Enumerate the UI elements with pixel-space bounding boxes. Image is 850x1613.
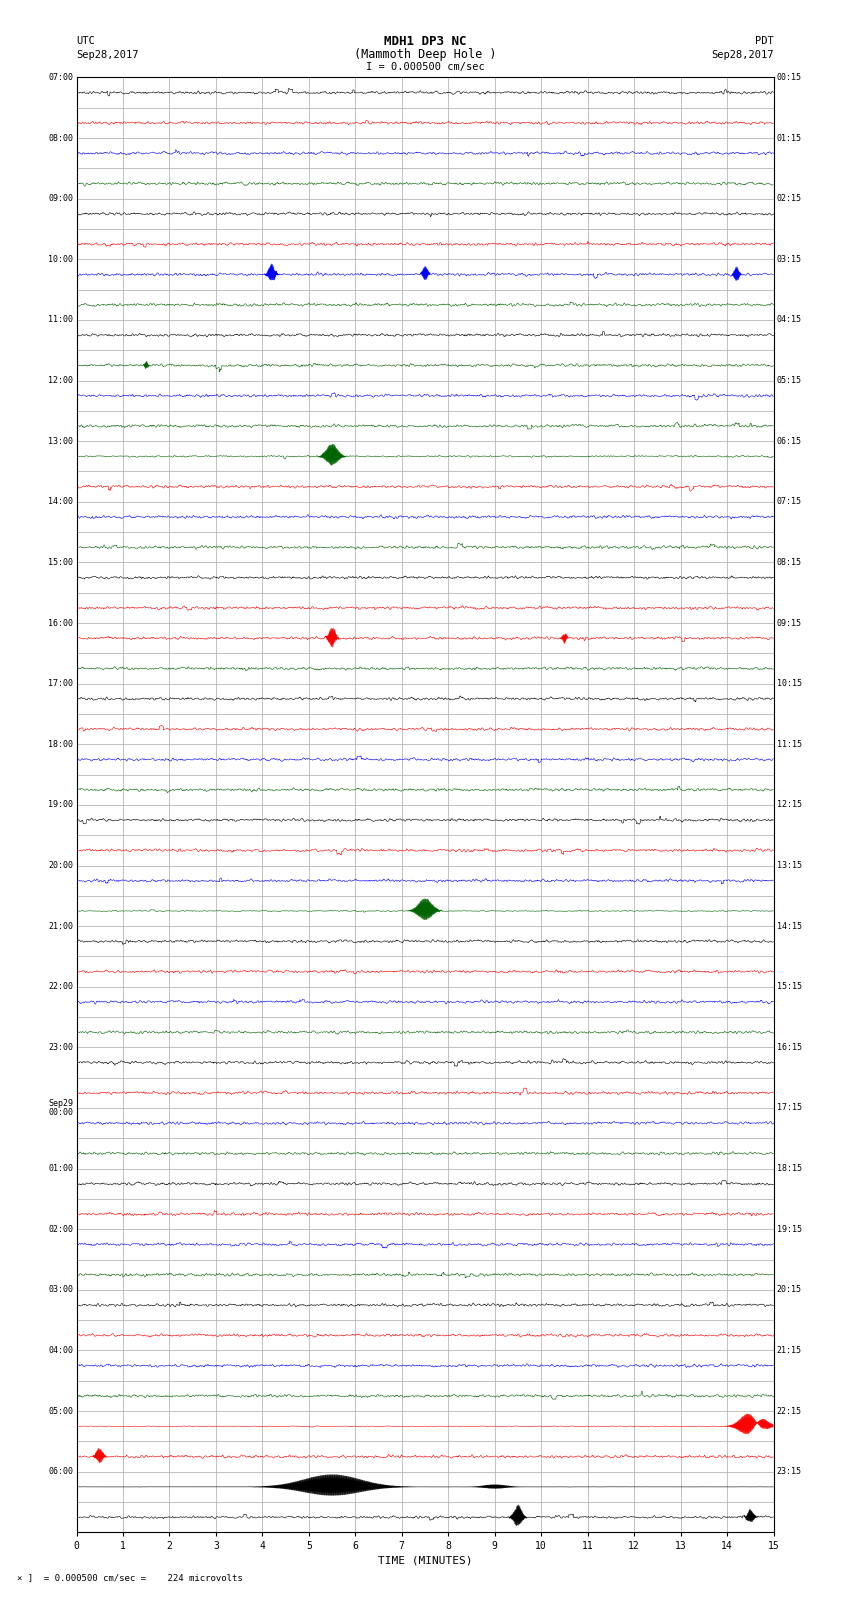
Text: 22:00: 22:00 [48,982,73,992]
Text: 05:15: 05:15 [777,376,802,386]
Text: 04:15: 04:15 [777,316,802,324]
Text: 09:15: 09:15 [777,618,802,627]
Text: 07:00: 07:00 [48,73,73,82]
Text: 06:15: 06:15 [777,437,802,445]
Text: 10:00: 10:00 [48,255,73,265]
Text: 04:00: 04:00 [48,1345,73,1355]
Text: 16:15: 16:15 [777,1044,802,1052]
Text: 15:00: 15:00 [48,558,73,566]
Text: 03:15: 03:15 [777,255,802,265]
Text: 19:00: 19:00 [48,800,73,810]
Text: PDT: PDT [755,35,774,47]
Text: 12:00: 12:00 [48,376,73,386]
Text: 18:00: 18:00 [48,740,73,748]
Text: (Mammoth Deep Hole ): (Mammoth Deep Hole ) [354,48,496,61]
Text: 00:15: 00:15 [777,73,802,82]
Text: 20:00: 20:00 [48,861,73,869]
Text: 09:00: 09:00 [48,194,73,203]
Text: 17:15: 17:15 [777,1103,802,1113]
Text: 21:15: 21:15 [777,1345,802,1355]
Text: 23:00: 23:00 [48,1044,73,1052]
Text: 00:00: 00:00 [48,1108,73,1118]
Text: 13:15: 13:15 [777,861,802,869]
Text: 18:15: 18:15 [777,1165,802,1173]
Text: 01:15: 01:15 [777,134,802,142]
Text: 23:15: 23:15 [777,1468,802,1476]
Text: 08:00: 08:00 [48,134,73,142]
Text: 05:00: 05:00 [48,1407,73,1416]
Text: 16:00: 16:00 [48,618,73,627]
Text: 02:15: 02:15 [777,194,802,203]
Text: 08:15: 08:15 [777,558,802,566]
Text: 02:00: 02:00 [48,1224,73,1234]
Text: 15:15: 15:15 [777,982,802,992]
Text: I = 0.000500 cm/sec: I = 0.000500 cm/sec [366,61,484,73]
Text: UTC: UTC [76,35,95,47]
Text: 06:00: 06:00 [48,1468,73,1476]
Text: 03:00: 03:00 [48,1286,73,1294]
Text: 10:15: 10:15 [777,679,802,689]
Text: 19:15: 19:15 [777,1224,802,1234]
Text: 14:15: 14:15 [777,921,802,931]
Text: 13:00: 13:00 [48,437,73,445]
Text: 11:15: 11:15 [777,740,802,748]
Text: 22:15: 22:15 [777,1407,802,1416]
Text: MDH1 DP3 NC: MDH1 DP3 NC [383,34,467,48]
Text: 14:00: 14:00 [48,497,73,506]
Text: 20:15: 20:15 [777,1286,802,1294]
Text: × ]  = 0.000500 cm/sec =    224 microvolts: × ] = 0.000500 cm/sec = 224 microvolts [17,1573,243,1582]
Text: 12:15: 12:15 [777,800,802,810]
Text: Sep28,2017: Sep28,2017 [76,50,139,60]
Text: 11:00: 11:00 [48,316,73,324]
Text: 01:00: 01:00 [48,1165,73,1173]
Text: Sep28,2017: Sep28,2017 [711,50,774,60]
Text: 07:15: 07:15 [777,497,802,506]
X-axis label: TIME (MINUTES): TIME (MINUTES) [377,1555,473,1566]
Text: 17:00: 17:00 [48,679,73,689]
Text: Sep29: Sep29 [48,1098,73,1108]
Text: 21:00: 21:00 [48,921,73,931]
